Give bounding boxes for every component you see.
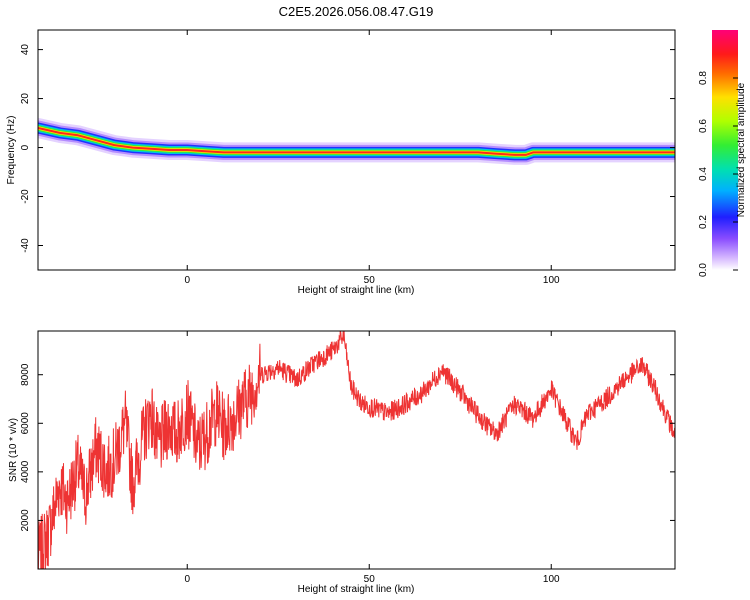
colorbar-gradient xyxy=(712,30,738,270)
snr-plot-area xyxy=(38,331,675,569)
colorbar-tick-label: 0.4 xyxy=(698,167,709,181)
snr-x-ticks: 0 50 100 xyxy=(184,331,560,585)
colorbar-tick-label: 0.8 xyxy=(698,71,709,85)
colorbar-ticks: 0.0 0.2 0.4 0.6 0.8 xyxy=(698,71,738,277)
spectrogram-ridge xyxy=(38,118,675,165)
snr-series-line xyxy=(38,331,675,569)
colorbar-label: Normalized spectral amplitude xyxy=(736,82,747,217)
snr-y-tick-label: 8000 xyxy=(20,363,31,386)
colorbar: 0.0 0.2 0.4 0.6 0.8 Normalized spectral ampl… xyxy=(698,30,747,277)
spectrogram-y-tick-label: 0 xyxy=(20,144,31,150)
spectrogram-x-axis-label: Height of straight line (km) xyxy=(298,285,415,296)
spectrogram-y-axis-label: Frequency (Hz) xyxy=(6,116,17,185)
spectrogram-x-ticks: 0 50 100 xyxy=(184,30,560,286)
colorbar-tick-label: 0.2 xyxy=(698,215,709,229)
snr-y-tick-label: 6000 xyxy=(20,412,31,435)
spectrogram-x-tick-label: 50 xyxy=(364,275,376,286)
snr-x-tick-label: 100 xyxy=(543,574,560,585)
spectrogram-x-tick-label: 100 xyxy=(543,275,560,286)
snr-y-tick-label: 2000 xyxy=(20,509,31,532)
spectrogram-y-tick-label: -20 xyxy=(20,189,31,204)
spectrogram-y-ticks: -40 -20 0 20 40 xyxy=(20,44,675,253)
snr-x-axis-label: Height of straight line (km) xyxy=(298,584,415,595)
spectrogram-y-tick-label: -40 xyxy=(20,238,31,253)
snr-panel: 0 50 100 2000 4000 6000 8000 Height of straig… xyxy=(8,330,676,595)
ridge-red-core xyxy=(38,127,675,156)
chart-title: C2E5.2026.056.08.47.G19 xyxy=(279,4,434,19)
spectrogram-y-tick-label: 20 xyxy=(20,93,31,105)
spectrogram-frame xyxy=(37,29,676,271)
snr-frame xyxy=(37,330,676,570)
snr-x-tick-label: 50 xyxy=(364,574,376,585)
snr-x-tick-label: 0 xyxy=(184,574,190,585)
snr-y-ticks: 2000 4000 6000 8000 xyxy=(20,363,675,532)
spectrogram-x-tick-label: 0 xyxy=(184,275,190,286)
colorbar-tick-label: 0.0 xyxy=(698,263,709,277)
snr-y-axis-label: SNR (10 * v/v) xyxy=(8,418,19,482)
spectrogram-panel: 0 50 100 -40 -20 0 20 40 Height of straight li… xyxy=(6,29,676,296)
colorbar-tick-label: 0.6 xyxy=(698,119,709,133)
snr-y-tick-label: 4000 xyxy=(20,460,31,483)
spectrogram-y-tick-label: 40 xyxy=(20,44,31,56)
